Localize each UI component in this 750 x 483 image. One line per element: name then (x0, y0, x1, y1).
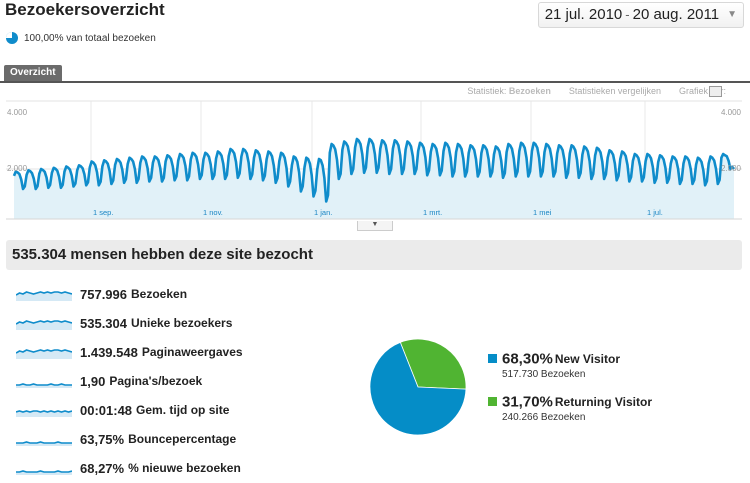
segment-pie-icon (6, 32, 18, 44)
legend-count: 517.730 Bezoeken (502, 369, 586, 380)
metric-value: 68,27% (80, 460, 125, 476)
summary-title: 535.304 mensen hebben deze site bezocht (12, 246, 313, 263)
summary-bar: 535.304 mensen hebben deze site bezocht (6, 240, 742, 270)
visitor-type-pie-chart (369, 338, 467, 436)
y-tick-right-2000: 2.000 (721, 164, 742, 173)
metric-value: 1,90 (80, 373, 106, 389)
sparkline-icon (16, 470, 72, 475)
legend-percent: 68,30% (502, 350, 553, 368)
legend-swatch (488, 354, 497, 364)
chart-toolbar: Statistiek: Bezoeken Statistieken vergel… (467, 86, 726, 96)
legend-new-visitor[interactable]: 68,30% New Visitor 517.730 Bezoeken (488, 350, 620, 380)
date-separator: - (625, 7, 630, 22)
legend-count: 240.266 Bezoeken (502, 412, 586, 423)
metric-label[interactable]: Unieke bezoekers (131, 316, 233, 330)
x-tick-label: 1 sep. (93, 208, 113, 217)
metric-label[interactable]: Paginaweergaves (141, 345, 243, 359)
tab-bar: Overzicht (0, 65, 750, 83)
sparkline-icon (16, 349, 72, 359)
y-tick-left-4000: 4.000 (7, 108, 28, 117)
compare-metrics-link[interactable]: Statistieken vergelijken (568, 86, 661, 96)
metric-label[interactable]: Pagina's/bezoek (109, 374, 203, 388)
page-title: Bezoekersoverzicht (5, 0, 165, 19)
visits-chart: 4.000 2.000 4.000 2.000 1 sep. 1 nov. 1 ja… (0, 100, 750, 228)
sparkline-icon (16, 410, 72, 417)
x-tick-label: 1 jul. (647, 208, 663, 217)
date-start: 21 jul. 2010 (544, 6, 623, 23)
y-tick-left-2000: 2.000 (7, 164, 28, 173)
legend-swatch (488, 397, 497, 407)
visits-area (14, 139, 734, 219)
legend-returning-visitor[interactable]: 31,70% Returning Visitor 240.266 Bezoeken (488, 393, 652, 423)
metric-row[interactable]: 757.996 Bezoeken (16, 284, 187, 304)
sparkline-icon (16, 291, 72, 301)
x-tick-label: 1 nov. (203, 208, 223, 217)
sparkline-icon (16, 383, 72, 388)
metric-value: 757.996 (80, 286, 127, 302)
metric-row[interactable]: 00:01:48 Gem. tijd op site (16, 400, 229, 420)
statistic-selector[interactable]: Statistiek: Bezoeken (467, 86, 551, 96)
segment-indicator[interactable]: 100,00% van totaal bezoeken (6, 32, 156, 44)
visits-line (12, 137, 736, 203)
legend-name: New Visitor (554, 351, 621, 366)
metric-value: 535.304 (80, 315, 127, 331)
legend-name: Returning Visitor (554, 394, 652, 409)
tab-overzicht[interactable]: Overzicht (4, 65, 62, 81)
metric-value: 63,75% (80, 431, 125, 447)
metric-label[interactable]: Bouncepercentage (128, 432, 237, 446)
segment-label: 100,00% van totaal bezoeken (24, 32, 156, 44)
metric-label[interactable]: Gem. tijd op site (136, 403, 230, 417)
sparkline-icon (16, 320, 72, 330)
graph-by-label: Grafiek per: (678, 86, 726, 96)
metric-row[interactable]: 63,75% Bouncepercentage (16, 429, 236, 449)
statistic-value: Bezoeken (508, 86, 551, 96)
x-tick-label: 1 mrt. (423, 208, 442, 217)
chevron-down-icon: ▼ (727, 9, 737, 21)
metric-row[interactable]: 1,90 Pagina's/bezoek (16, 371, 202, 391)
pie-slice-new-visitor[interactable] (369, 341, 467, 436)
collapse-chart-handle[interactable]: ▼ (357, 221, 393, 231)
legend-percent: 31,70% (502, 393, 553, 411)
x-tick-label: 1 jan. (314, 208, 332, 217)
date-range-picker[interactable]: 21 jul. 2010-20 aug. 2011 ▼ (537, 2, 744, 28)
x-tick-label: 1 mei (533, 208, 552, 217)
date-end: 20 aug. 2011 (632, 6, 720, 23)
metric-row[interactable]: 535.304 Unieke bezoekers (16, 313, 232, 333)
metric-value: 00:01:48 (80, 402, 133, 418)
metric-row[interactable]: 68,27%% nieuwe bezoeken (16, 458, 241, 478)
metric-label[interactable]: % nieuwe bezoeken (128, 461, 241, 475)
metric-label[interactable]: Bezoeken (131, 287, 188, 301)
y-tick-right-4000: 4.000 (721, 108, 742, 117)
metric-row[interactable]: 1.439.548 Paginaweergaves (16, 342, 243, 362)
pie-slice-returning-visitor[interactable] (399, 338, 467, 390)
metric-value: 1.439.548 (80, 344, 138, 360)
graph-by-icon[interactable] (709, 86, 722, 97)
sparkline-icon (16, 441, 72, 446)
